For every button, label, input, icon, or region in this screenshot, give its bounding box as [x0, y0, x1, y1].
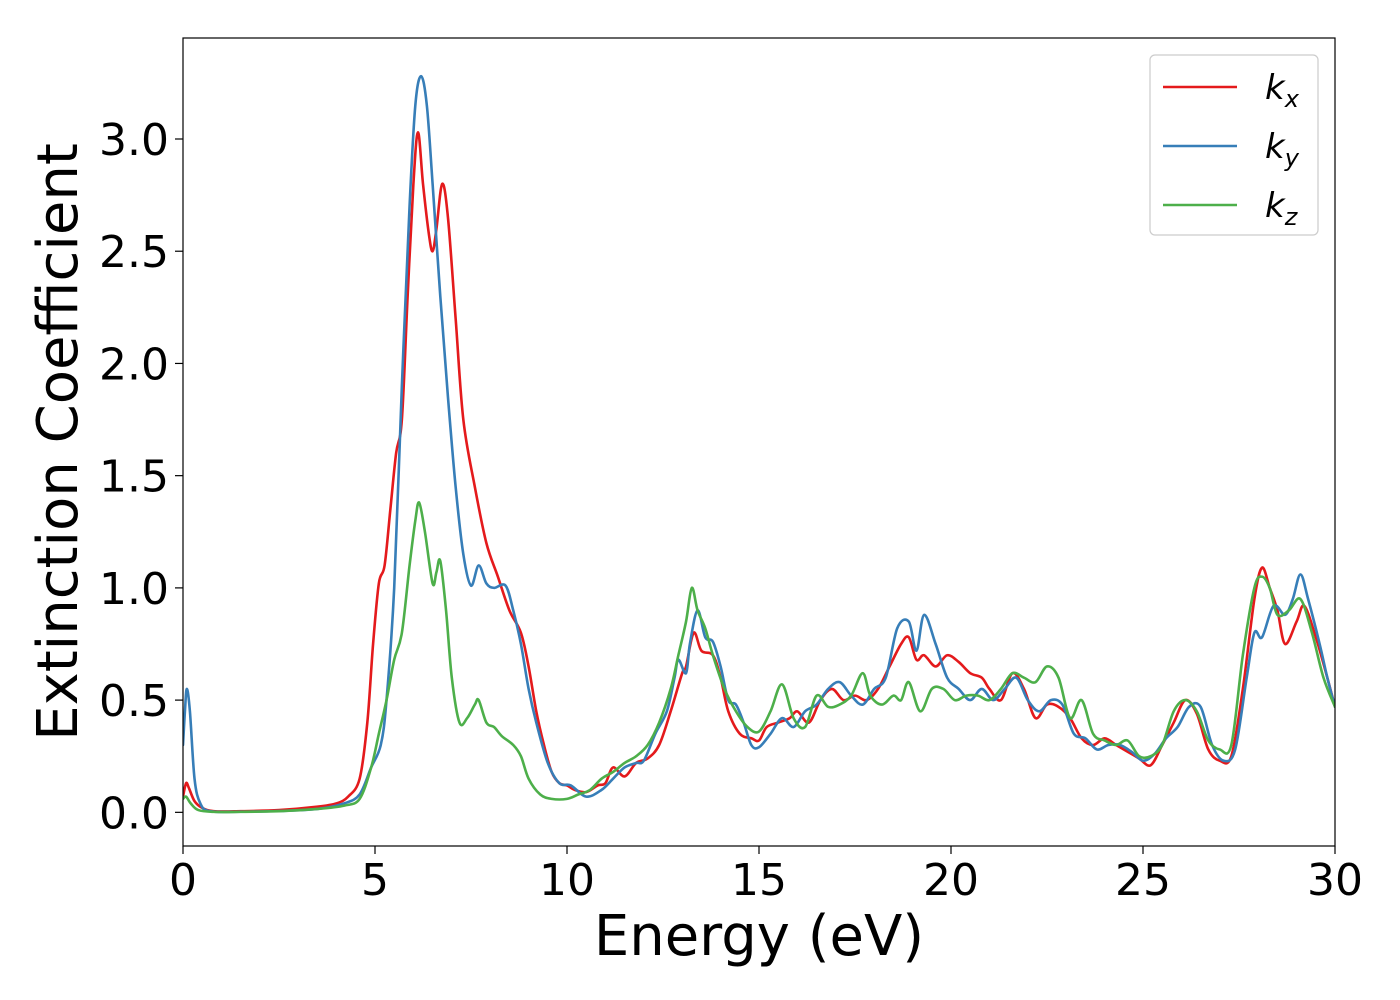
y-axis-title: Extinction Coefficient: [26, 143, 91, 741]
y-tick-label: 2.5: [99, 227, 169, 278]
x-tick-label: 20: [923, 855, 979, 906]
x-tick-label: 10: [539, 855, 595, 906]
legend-label-subscript: z: [1284, 203, 1299, 231]
y-tick-label: 1.5: [99, 452, 169, 503]
legend-label-subscript: y: [1284, 144, 1300, 172]
ticks-layer: 0 5 10 15 20 25 30 0.0 0.5 1.0 1.5 2.0 2.5 3.0: [99, 115, 1363, 906]
legend-label-base: k: [1265, 68, 1286, 108]
y-tick-label: 3.0: [99, 115, 169, 166]
legend-label-base: k: [1265, 127, 1286, 167]
y-tick-label: 1.0: [99, 564, 169, 615]
y-tick-label: 0.5: [99, 676, 169, 727]
series-line-z: [183, 501, 1335, 814]
x-tick-label: 15: [731, 855, 787, 906]
legend-label-y: ky: [1265, 127, 1300, 172]
legend-label-z: kz: [1265, 186, 1299, 231]
x-axis-title: Energy (eV): [594, 904, 924, 969]
y-tick-label: 2.0: [99, 339, 169, 390]
y-tick-label: 0.0: [99, 788, 169, 839]
legend-label-subscript: x: [1284, 85, 1300, 113]
x-tick-label: 25: [1115, 855, 1171, 906]
legend-label-base: k: [1265, 186, 1286, 226]
x-tick-label: 30: [1307, 855, 1363, 906]
legend-label-x: kx: [1265, 68, 1300, 113]
x-tick-label: 5: [361, 855, 389, 906]
series-layer: [183, 74, 1335, 814]
x-tick-label: 0: [169, 855, 197, 906]
